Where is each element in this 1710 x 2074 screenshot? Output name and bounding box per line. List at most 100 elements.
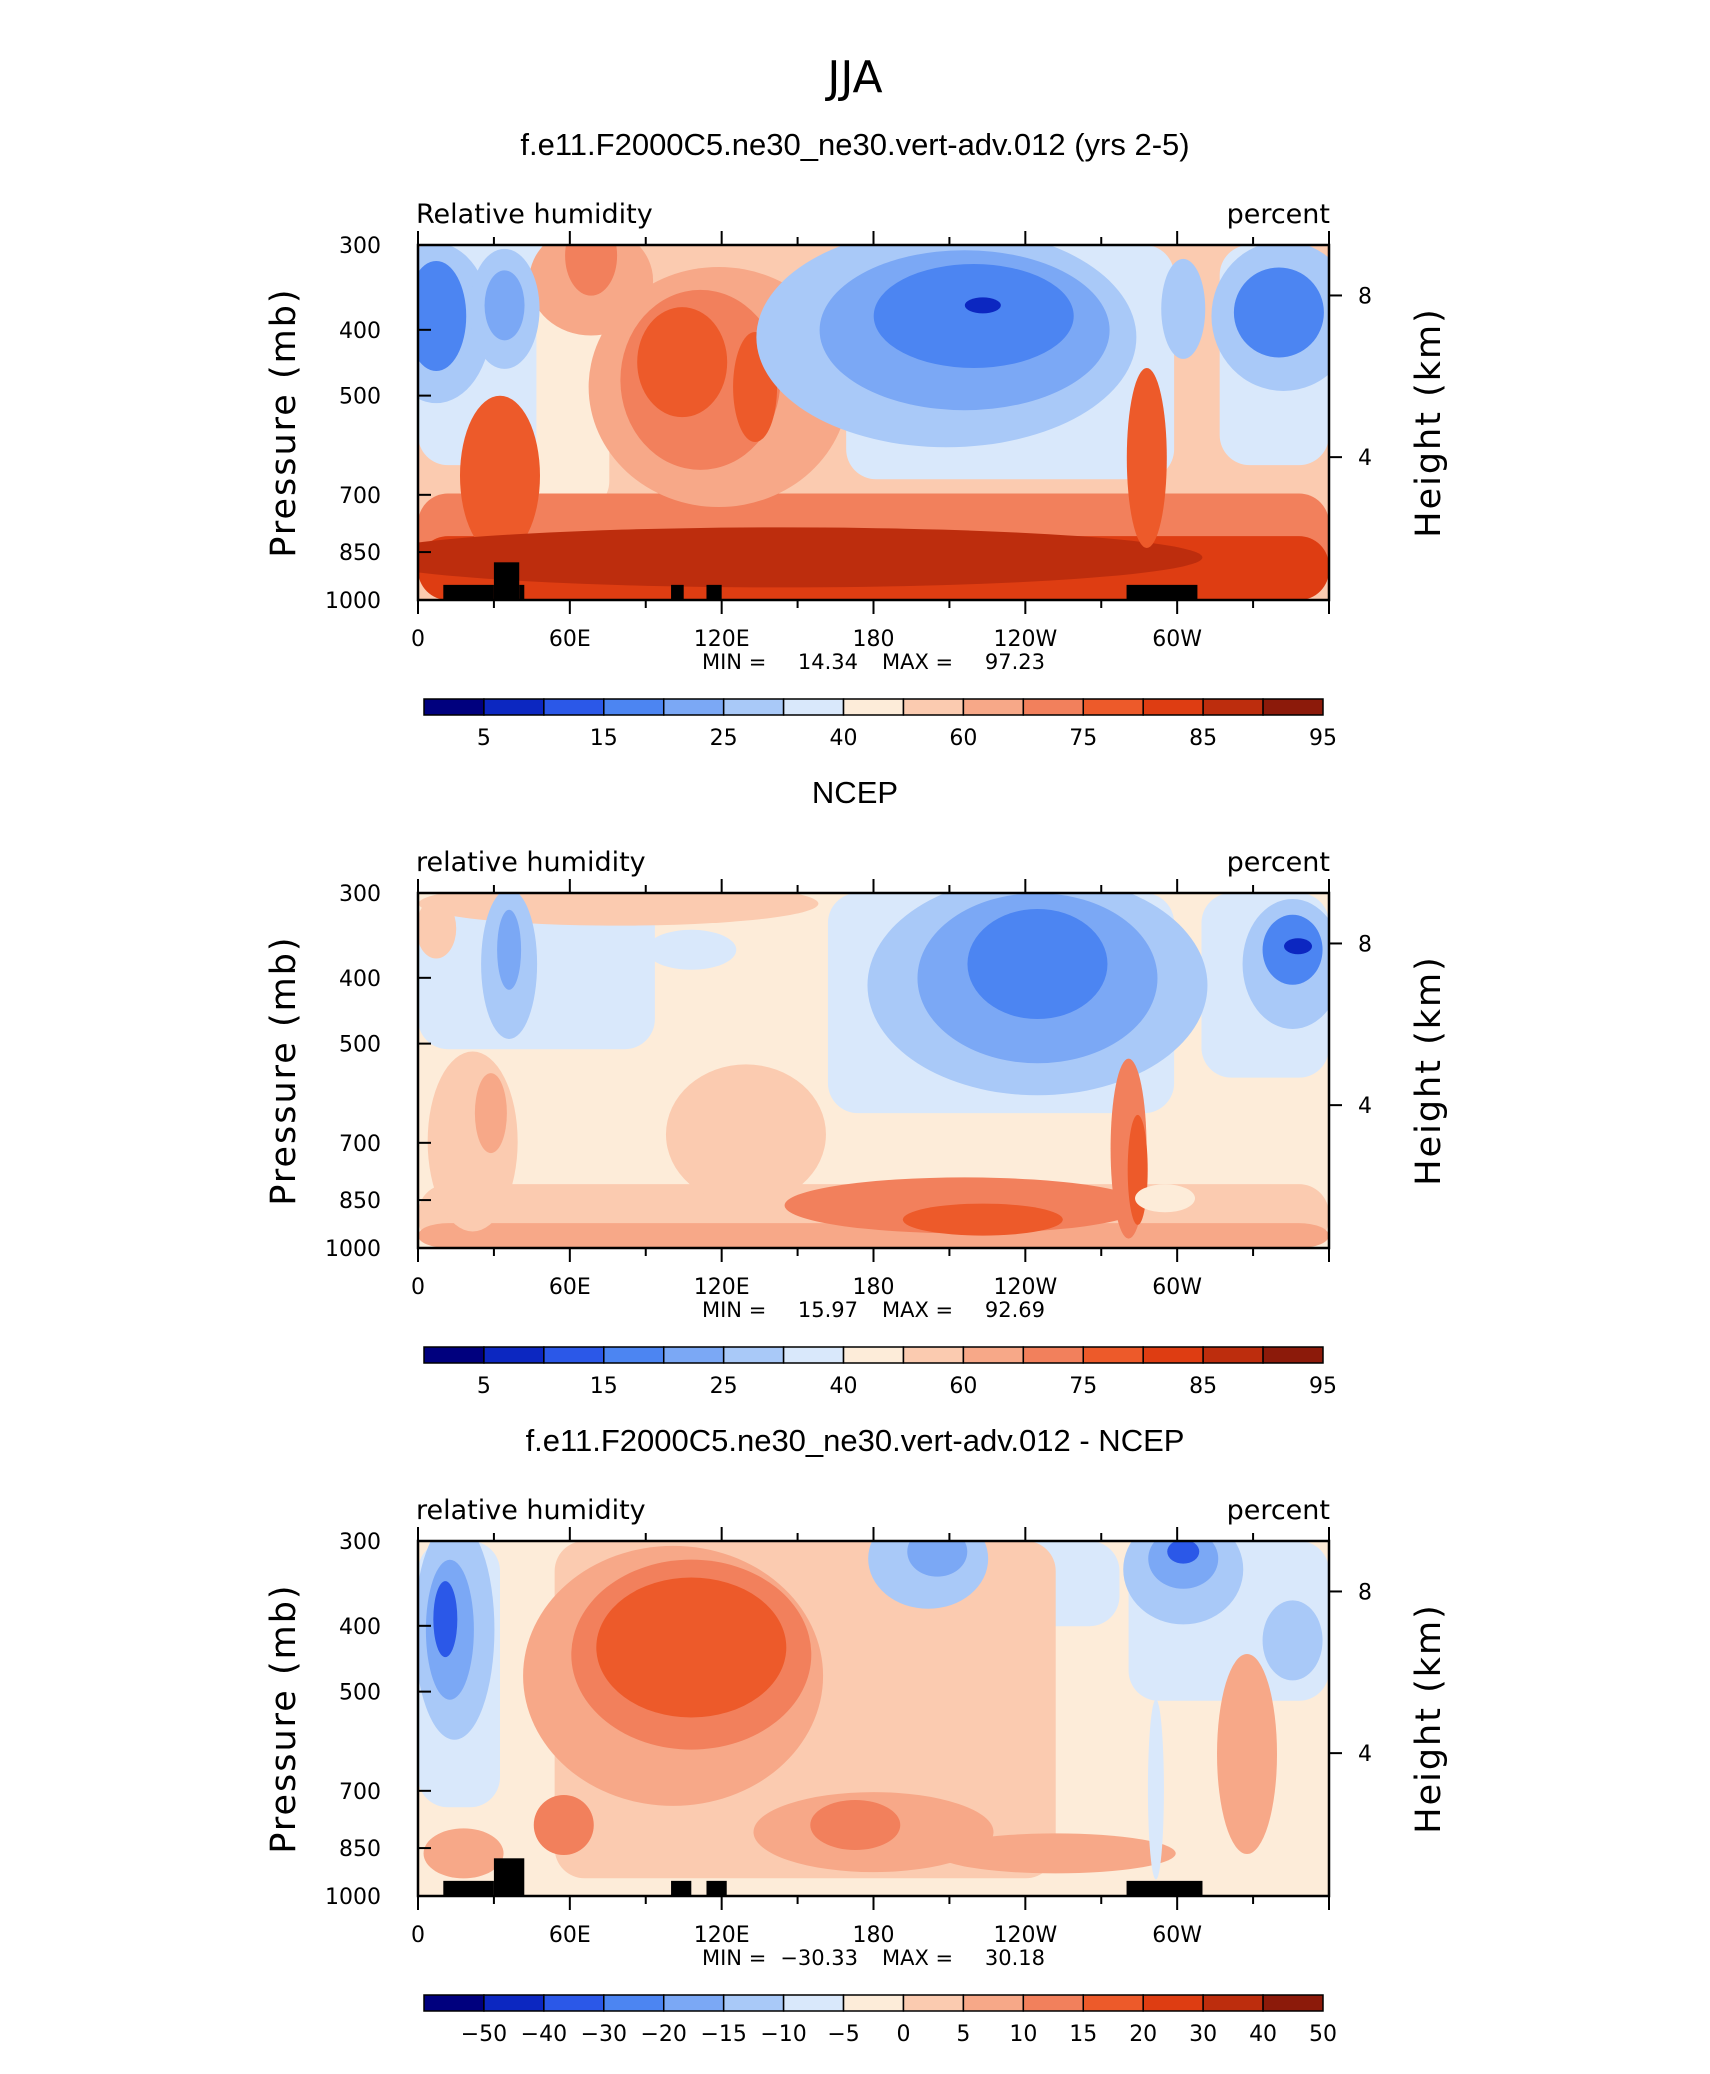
contour-region <box>418 527 1203 588</box>
colorbar: 5 15 25 40 60 75 85 95 <box>423 1346 1337 1399</box>
colorbar-label: 20 <box>1129 2022 1157 2047</box>
topography-mask <box>1126 584 1198 600</box>
x-tick-label: 120W <box>993 1923 1057 1948</box>
colorbar-swatch <box>603 698 665 716</box>
x-tick-label: 180 <box>853 1275 895 1300</box>
x-tick-label: 120E <box>694 1275 750 1300</box>
colorbar-label: 15 <box>590 1374 618 1399</box>
max-label: MAX = <box>882 1946 953 1970</box>
height-tick-label: 4 <box>1358 1094 1372 1119</box>
height-axis-label: Height (km) <box>1409 1603 1449 1834</box>
min-value: 15.97 <box>798 1298 858 1322</box>
topography-mask <box>706 1880 727 1896</box>
panel-title: NCEP <box>812 775 898 810</box>
colorbar-swatch <box>543 1346 605 1364</box>
contour-region <box>646 929 737 970</box>
y-tick-label: 850 <box>339 1189 381 1214</box>
colorbar-label: −5 <box>827 2022 859 2047</box>
colorbar-label: −40 <box>521 2022 567 2047</box>
colorbar-swatch <box>1082 1994 1144 2012</box>
contour-region <box>596 1577 787 1718</box>
x-tick-label: 60E <box>549 1923 591 1948</box>
contour-region <box>935 1833 1176 1874</box>
contour-band <box>418 1223 1329 1248</box>
x-tick-label: 120E <box>694 1923 750 1948</box>
contour-region <box>1135 1184 1196 1213</box>
y-tick-label: 300 <box>339 882 381 907</box>
contour-region <box>967 909 1108 1019</box>
contour-region <box>497 909 522 990</box>
height-tick-label: 8 <box>1358 284 1372 309</box>
colorbar-label: −15 <box>700 2022 746 2047</box>
contour-region <box>1147 1699 1164 1880</box>
panel-title: f.e11.F2000C5.ne30_ne30.vert-adv.012 (yr… <box>520 127 1189 162</box>
colorbar-swatch <box>722 698 785 716</box>
min-label: MIN = <box>702 1298 766 1322</box>
contour-region <box>902 1203 1063 1236</box>
contour-region <box>907 1541 968 1577</box>
colorbar-swatch <box>722 1346 785 1364</box>
colorbar-label: 40 <box>830 1374 858 1399</box>
colorbar-label: 15 <box>1069 2022 1097 2047</box>
y-axis-label: Pressure (mb) <box>264 1583 304 1853</box>
colorbar-swatch <box>962 1994 1025 2012</box>
contour-region <box>1217 1654 1278 1854</box>
topography-mask <box>493 1858 525 1896</box>
colorbar-swatch <box>423 1994 485 2012</box>
contour-region <box>1284 938 1313 955</box>
y-tick-label: 1000 <box>325 1885 381 1910</box>
topography-mask <box>1126 1880 1203 1896</box>
colorbar-swatch <box>1022 1346 1085 1364</box>
colorbar-swatch <box>1262 1994 1324 2012</box>
contour-region <box>1161 258 1206 359</box>
figure-title: JJA <box>824 52 882 103</box>
units-label: percent <box>1227 847 1330 878</box>
height-tick-label: 4 <box>1358 1742 1372 1767</box>
units-label: percent <box>1227 199 1330 230</box>
y-tick-label: 400 <box>339 1615 381 1640</box>
topography-mask <box>671 1880 692 1896</box>
colorbar-swatch <box>662 698 725 716</box>
colorbar-swatch <box>1082 698 1144 716</box>
variable-label: relative humidity <box>416 1495 646 1526</box>
panel-title: f.e11.F2000C5.ne30_ne30.vert-adv.012 - N… <box>526 1423 1185 1458</box>
y-tick-label: 300 <box>339 234 381 259</box>
x-tick-label: 0 <box>411 627 425 652</box>
height-tick-label: 8 <box>1358 1580 1372 1605</box>
colorbar-label: 40 <box>830 726 858 751</box>
y-tick-label: 300 <box>339 1530 381 1555</box>
colorbar-label: 75 <box>1069 726 1097 751</box>
y-tick-label: 400 <box>339 967 381 992</box>
colorbar-label: 95 <box>1309 726 1337 751</box>
contour-region <box>1262 1600 1323 1681</box>
colorbar-swatch <box>1082 1346 1144 1364</box>
colorbar-label: 85 <box>1189 1374 1217 1399</box>
contour-region <box>474 1073 507 1154</box>
colorbar-label: −50 <box>461 2022 507 2047</box>
min-value: 14.34 <box>798 650 858 674</box>
y-tick-label: 700 <box>339 1780 381 1805</box>
contour-region <box>1233 267 1324 358</box>
colorbar-swatch <box>782 1346 845 1364</box>
height-axis-label: Height (km) <box>1409 955 1449 1186</box>
y-axis-label: Pressure (mb) <box>264 935 304 1205</box>
colorbar-swatch <box>603 1994 665 2012</box>
x-tick-label: 120E <box>694 627 750 652</box>
min-label: MIN = <box>702 650 766 674</box>
x-tick-label: 180 <box>853 1923 895 1948</box>
max-value: 97.23 <box>985 650 1045 674</box>
topography-mask <box>493 562 520 600</box>
colorbar-swatch <box>423 1346 485 1364</box>
colorbar-label: −30 <box>581 2022 627 2047</box>
x-tick-label: 60E <box>549 627 591 652</box>
colorbar-swatch <box>662 1994 725 2012</box>
y-tick-label: 700 <box>339 484 381 509</box>
colorbar-swatch <box>1202 1346 1264 1364</box>
x-tick-label: 120W <box>993 1275 1057 1300</box>
colorbar-label: 15 <box>590 726 618 751</box>
colorbar-label: 5 <box>956 2022 970 2047</box>
colorbar-swatch <box>782 1994 845 2012</box>
colorbar-swatch <box>1142 1346 1204 1364</box>
colorbar-label: 60 <box>949 1374 977 1399</box>
